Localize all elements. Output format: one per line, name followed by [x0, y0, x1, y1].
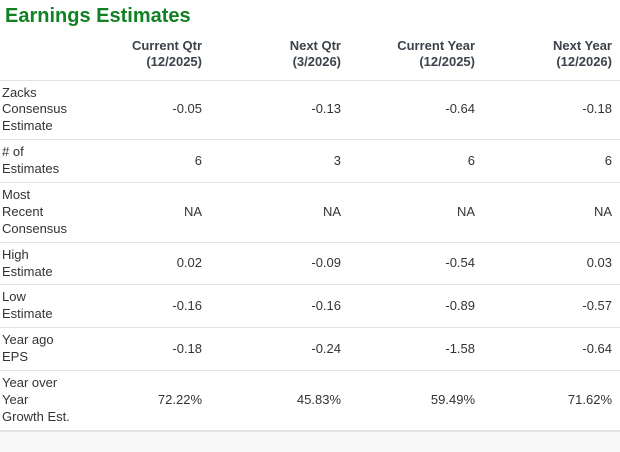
- estimate-value: -0.16: [202, 284, 341, 329]
- estimate-value: 6: [341, 139, 475, 183]
- estimate-value: -1.58: [341, 327, 475, 371]
- estimate-value: 6: [475, 139, 620, 183]
- table-row-high-estimate: High Estimate 0.02 -0.09 -0.54 0.03: [0, 242, 620, 286]
- column-period: (12/2026): [556, 54, 612, 70]
- estimate-value: NA: [475, 182, 620, 243]
- header-spacer: [0, 38, 70, 81]
- earnings-estimates-table: Current Qtr (12/2025) Next Qtr (3/2026) …: [0, 38, 620, 430]
- estimate-value: 3: [202, 139, 341, 183]
- estimate-value: -0.16: [70, 284, 202, 329]
- estimate-value: -0.18: [70, 327, 202, 371]
- earnings-estimates-widget: Earnings Estimates Current Qtr (12/2025)…: [0, 5, 620, 432]
- estimate-value: 72.22%: [157, 391, 202, 407]
- table-row-year-over-year-growth: Year over Year Growth Est. 72.22% 45.83%…: [0, 370, 620, 429]
- page-title: Earnings Estimates: [5, 5, 191, 27]
- column-label: Next Year: [552, 38, 612, 53]
- header-row: Current Qtr (12/2025) Next Qtr (3/2026) …: [0, 38, 620, 81]
- estimate-value: 6: [70, 139, 202, 183]
- table-row-most-recent-consensus: Most Recent Consensus NA NA NA NA: [0, 182, 620, 243]
- estimate-value: -0.89: [341, 284, 475, 329]
- column-header-next-year: Next Year (12/2026): [475, 38, 620, 81]
- estimate-value: -0.13: [202, 80, 341, 141]
- estimate-value: -0.09: [202, 242, 341, 286]
- row-label: # of Estimates: [0, 139, 70, 183]
- column-period: (12/2025): [146, 54, 202, 70]
- row-label: Zacks Consensus Estimate: [0, 80, 70, 141]
- column-header-current-year: Current Year (12/2025): [341, 38, 475, 81]
- table-row-low-estimate: Low Estimate -0.16 -0.16 -0.89 -0.57: [0, 284, 620, 329]
- table-row-zacks-consensus-estimate: Zacks Consensus Estimate -0.05 -0.13 -0.…: [0, 80, 620, 141]
- estimate-value: 59.49%: [430, 391, 475, 407]
- row-label: Year ago EPS: [0, 327, 70, 371]
- estimate-value: 0.03: [475, 242, 620, 286]
- estimate-value: NA: [341, 182, 475, 243]
- estimate-value: -0.54: [341, 242, 475, 286]
- column-label: Current Qtr: [131, 38, 202, 53]
- estimate-value: -0.64: [475, 327, 620, 371]
- table-row-year-ago-eps: Year ago EPS -0.18 -0.24 -1.58 -0.64: [0, 327, 620, 371]
- row-label: High Estimate: [0, 242, 70, 286]
- column-header-next-qtr: Next Qtr (3/2026): [202, 38, 341, 81]
- column-label: Current Year: [397, 38, 475, 53]
- estimate-value: NA: [202, 182, 341, 243]
- estimate-value: 45.83%: [296, 391, 341, 407]
- row-label: Low Estimate: [0, 284, 70, 329]
- row-label: Most Recent Consensus: [0, 182, 70, 243]
- column-header-current-qtr: Current Qtr (12/2025): [70, 38, 202, 81]
- table-row-number-of-estimates: # of Estimates 6 3 6 6: [0, 139, 620, 183]
- column-period: (12/2025): [419, 54, 475, 70]
- row-label: Year over Year Growth Est.: [2, 374, 70, 424]
- estimate-value: -0.18: [475, 80, 620, 141]
- column-label: Next Qtr: [289, 38, 341, 53]
- estimate-value: NA: [70, 182, 202, 243]
- estimate-value: -0.64: [341, 80, 475, 141]
- estimate-value: -0.24: [202, 327, 341, 371]
- estimate-value: -0.57: [475, 284, 620, 329]
- column-period: (3/2026): [292, 54, 341, 70]
- estimate-value: 71.62%: [567, 391, 612, 407]
- estimate-value: -0.05: [70, 80, 202, 141]
- estimate-value: 0.02: [70, 242, 202, 286]
